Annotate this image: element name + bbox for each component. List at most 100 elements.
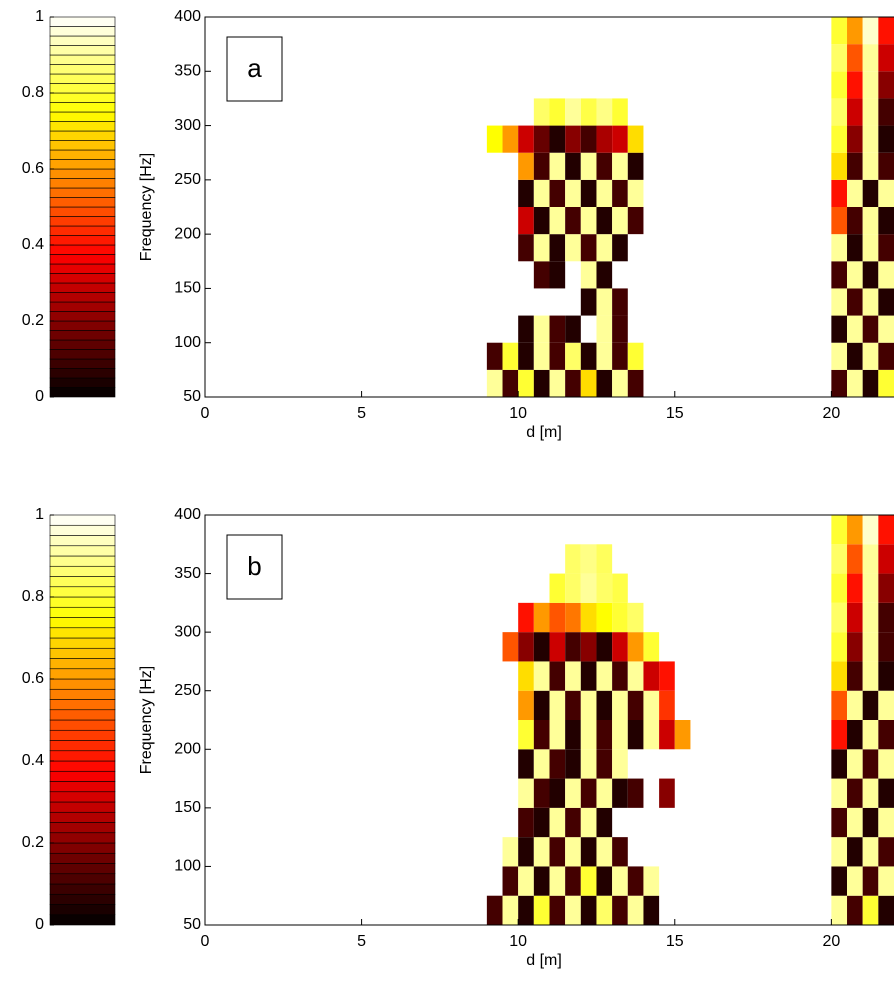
y-axis-label: Frequency [Hz] xyxy=(138,666,155,774)
heatmap-cell xyxy=(627,125,644,153)
heatmap-cell xyxy=(847,895,863,925)
heatmap-cell xyxy=(878,778,894,808)
heatmap-cell xyxy=(878,152,894,180)
heatmap-cell xyxy=(518,895,534,925)
colorbar-band xyxy=(49,292,116,303)
heatmap-cell xyxy=(878,207,894,235)
y-tick-label: 50 xyxy=(183,916,201,933)
heatmap-cell xyxy=(580,778,597,808)
colorbar-band xyxy=(49,111,116,122)
heatmap-cell xyxy=(627,179,644,207)
heatmap-cell xyxy=(847,288,863,316)
heatmap-cell xyxy=(627,778,644,808)
heatmap-cell xyxy=(878,71,894,99)
heatmap-cell xyxy=(862,895,879,925)
heatmap-cell xyxy=(596,778,613,808)
heatmap-cell xyxy=(627,369,644,397)
colorbar-band xyxy=(49,45,116,56)
heatmap-cell xyxy=(533,98,550,126)
heatmap-cell xyxy=(502,369,519,397)
colorbar-band xyxy=(49,576,116,588)
heatmap-cell xyxy=(518,778,534,808)
heatmap-cell xyxy=(878,369,894,397)
heatmap-cell xyxy=(831,369,848,397)
heatmap-cell xyxy=(486,125,503,153)
heatmap-cell xyxy=(831,632,848,662)
heatmap-cell xyxy=(847,71,863,99)
heatmap-cell xyxy=(847,207,863,235)
heatmap-cell xyxy=(580,261,597,289)
colorbar-band xyxy=(49,719,116,731)
heatmap-cell xyxy=(549,690,566,720)
colorbar-band xyxy=(49,26,116,37)
heatmap-cell xyxy=(831,342,848,370)
heatmap-cell xyxy=(612,778,628,808)
heatmap-cell xyxy=(596,602,613,633)
heatmap-cell xyxy=(565,573,581,603)
heatmap-cell xyxy=(596,98,613,126)
heatmap-cell xyxy=(565,234,581,262)
heatmap-cell xyxy=(486,369,503,397)
heatmap-cell xyxy=(533,152,550,180)
heatmap-cell xyxy=(862,778,879,808)
colorbar-band xyxy=(49,130,116,141)
colorbar-band xyxy=(49,263,116,274)
heatmap-cell xyxy=(580,720,597,750)
heatmap-cell xyxy=(533,661,550,691)
heatmap-cell xyxy=(627,866,644,896)
heatmap-cell xyxy=(862,179,879,207)
heatmap-cell xyxy=(878,544,894,574)
heatmap-cell xyxy=(502,895,519,925)
heatmap-cell xyxy=(549,573,566,603)
heatmap-cell xyxy=(518,179,534,207)
colorbar-band xyxy=(49,358,116,369)
heatmap-cell xyxy=(596,807,613,838)
heatmap-cell xyxy=(580,895,597,925)
colorbar-tick-label: 0.6 xyxy=(22,160,44,177)
colorbar-tick-label: 0.8 xyxy=(22,588,44,605)
colorbar-band xyxy=(49,368,116,379)
heatmap-cell xyxy=(627,661,644,691)
heatmap-cell xyxy=(596,261,613,289)
heatmap-cell xyxy=(549,866,566,896)
heatmap-cell xyxy=(878,573,894,603)
colorbar-band xyxy=(49,282,116,293)
colorbar-band xyxy=(49,187,116,198)
heatmap-cell xyxy=(627,895,644,925)
heatmap-cell xyxy=(549,125,566,153)
heatmap-cell xyxy=(565,125,581,153)
heatmap-cell xyxy=(549,261,566,289)
heatmap-cell xyxy=(596,125,613,153)
heatmap-cell xyxy=(831,179,848,207)
heatmap-cell xyxy=(862,71,879,99)
heatmap-cell xyxy=(862,17,879,45)
y-tick-label: 250 xyxy=(174,682,201,699)
heatmap-cell xyxy=(565,866,581,896)
colorbar-band xyxy=(49,64,116,75)
y-tick-label: 150 xyxy=(174,799,201,816)
heatmap-cell xyxy=(847,261,863,289)
heatmap-cell xyxy=(596,288,613,316)
heatmap-cell xyxy=(518,632,534,662)
colorbar-band xyxy=(49,852,116,864)
heatmap-cell xyxy=(659,778,675,808)
plot-frame xyxy=(204,16,894,398)
y-tick-label: 300 xyxy=(174,117,201,134)
heatmap-cell xyxy=(596,369,613,397)
heatmap-cell xyxy=(549,720,566,750)
heatmap-cell xyxy=(612,632,628,662)
heatmap-cell xyxy=(878,749,894,779)
heatmap-cell xyxy=(847,315,863,343)
colorbar-tick-label: 0.4 xyxy=(22,236,44,253)
colorbar-band xyxy=(49,92,116,103)
colorbar-band xyxy=(49,565,116,577)
heatmap-cell xyxy=(612,837,628,867)
colorbar-tick-label: 1 xyxy=(35,506,44,523)
heatmap-cell xyxy=(878,315,894,343)
heatmap-cell xyxy=(596,895,613,925)
heatmap-cell xyxy=(612,573,628,603)
x-tick-label: 15 xyxy=(666,405,684,422)
colorbar-band xyxy=(49,678,116,690)
heatmap-cell xyxy=(549,749,566,779)
colorbar-band xyxy=(49,387,116,398)
